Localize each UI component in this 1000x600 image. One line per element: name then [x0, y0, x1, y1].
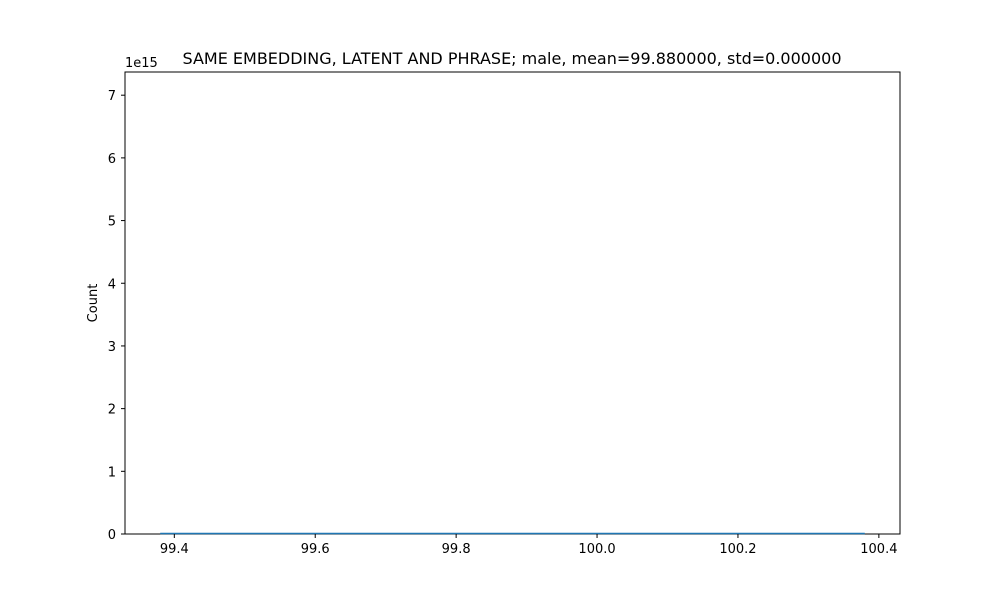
x-tick-label: 100.0 — [578, 542, 615, 557]
y-tick-label: 1 — [108, 465, 116, 480]
y-tick-label: 4 — [108, 277, 116, 292]
x-tick-label: 100.2 — [719, 542, 756, 557]
axes: 99.4 99.6 99.8 100.0 100.2 100.4 0 1 2 3 4 5 6 7 — [108, 71, 901, 557]
chart-title: SAME EMBEDDING, LATENT AND PHRASE; male,… — [183, 49, 842, 68]
x-tick-label: 99.8 — [442, 542, 471, 557]
x-tick-label: 99.6 — [301, 542, 330, 557]
plot-frame — [124, 71, 901, 535]
y-tick-label: 6 — [108, 152, 116, 167]
y-axis-ticks: 0 1 2 3 4 5 6 7 — [108, 89, 125, 543]
y-tick-label: 3 — [108, 340, 116, 355]
x-axis-ticks: 99.4 99.6 99.8 100.0 100.2 100.4 — [160, 534, 897, 557]
y-tick-label: 2 — [108, 403, 116, 418]
y-tick-label: 7 — [108, 89, 116, 104]
x-tick-label: 99.4 — [160, 542, 189, 557]
y-axis-label: Count — [86, 284, 101, 323]
x-tick-label: 100.4 — [860, 542, 897, 557]
y-tick-label: 0 — [108, 528, 116, 543]
y-axis-offset-label: 1e15 — [125, 56, 158, 71]
y-tick-label: 5 — [108, 215, 116, 230]
